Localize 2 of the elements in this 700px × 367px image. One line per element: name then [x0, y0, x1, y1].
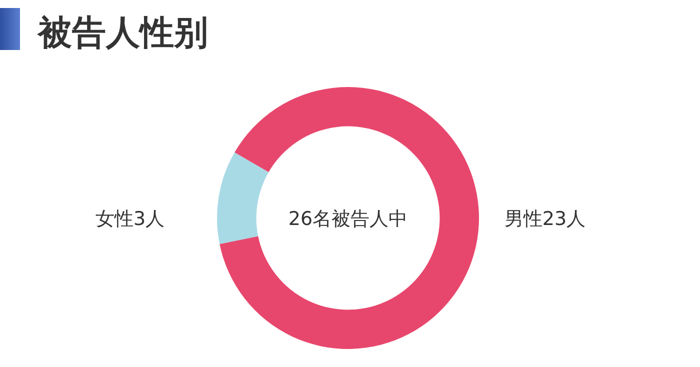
title: 被告人性别 — [38, 13, 208, 53]
annotation: 26名被告人中 — [288, 208, 408, 230]
